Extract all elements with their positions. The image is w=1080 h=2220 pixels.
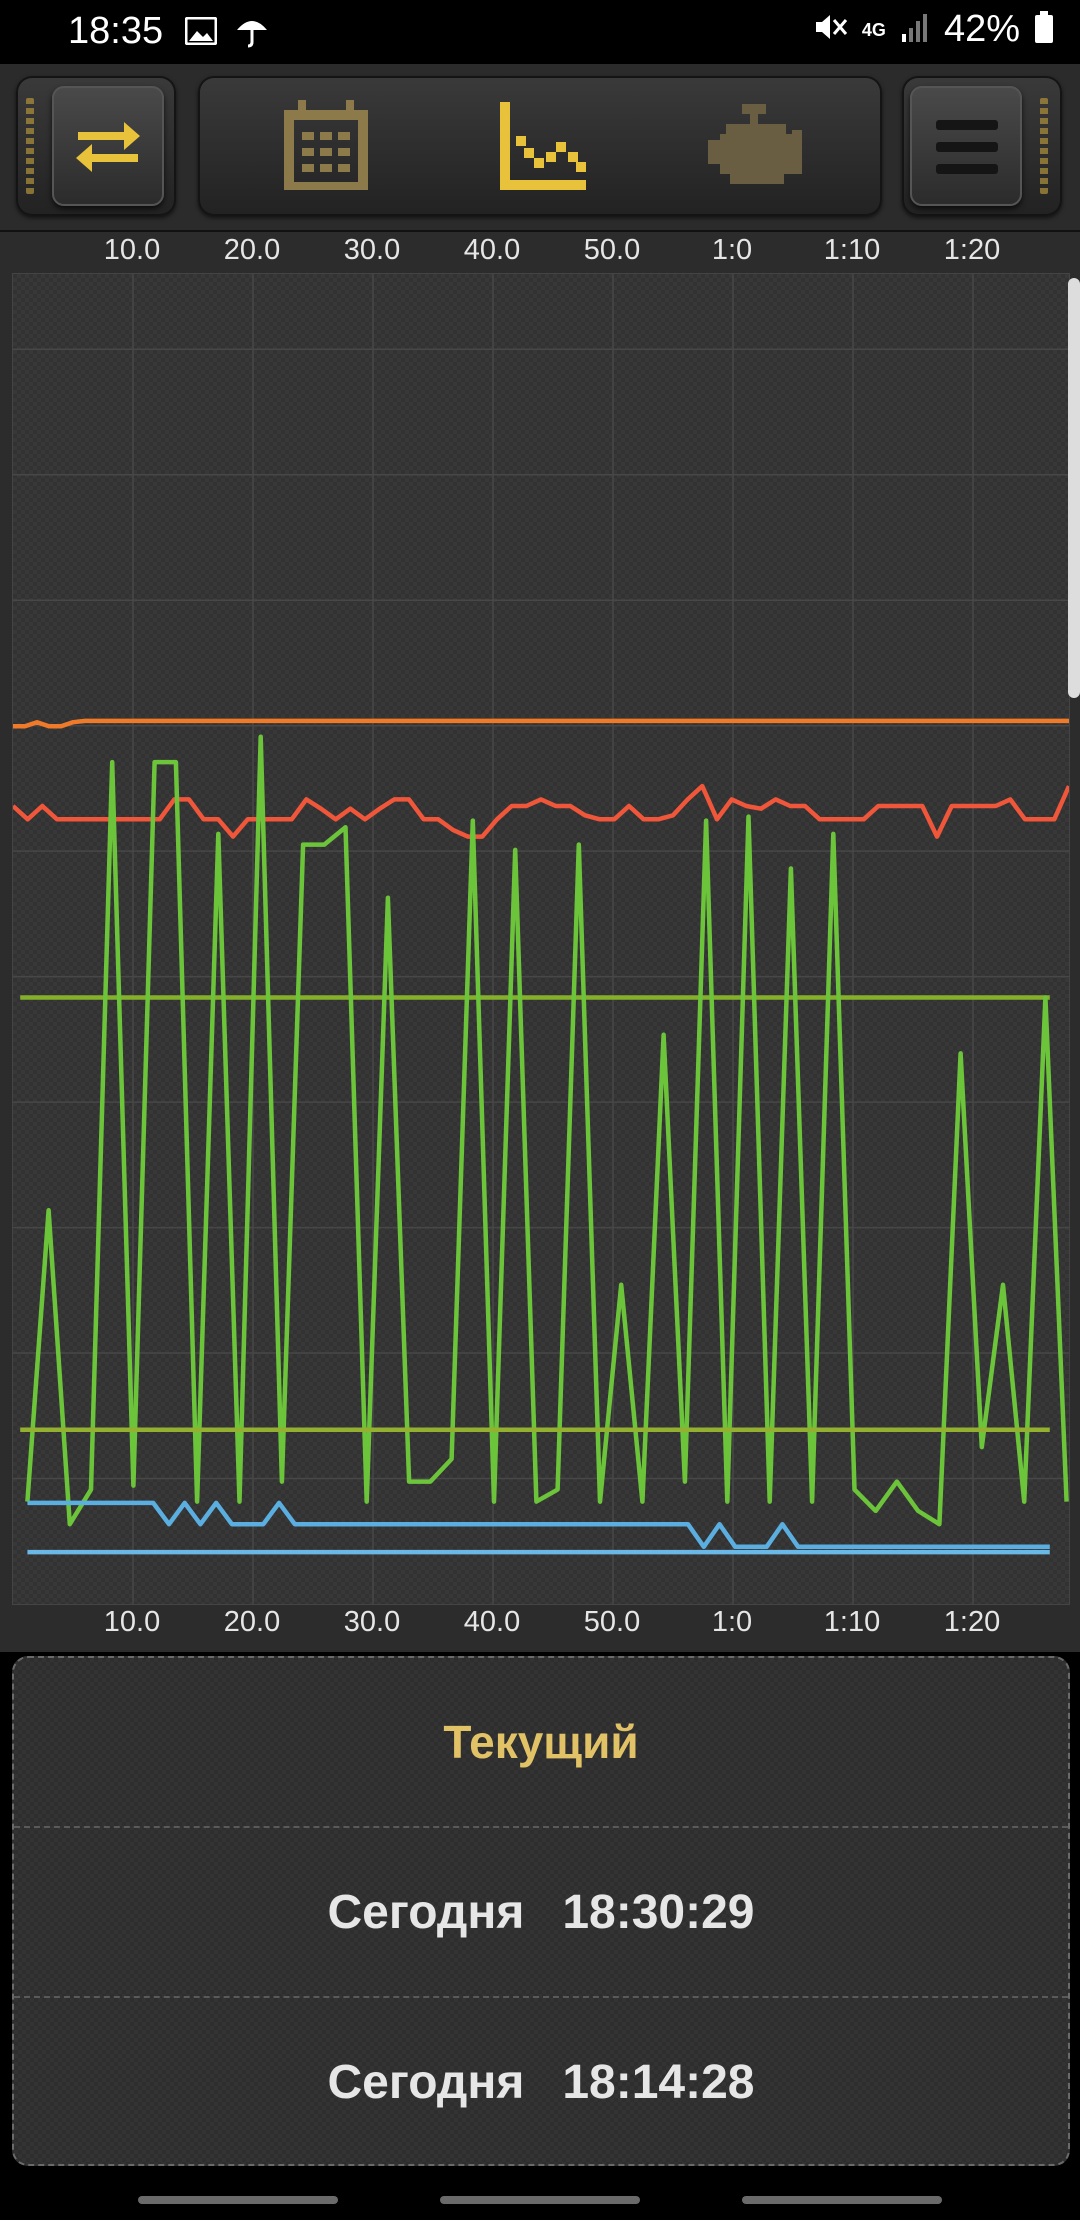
divider (14, 1996, 1068, 1998)
x-tick-label: 20.0 (223, 1606, 281, 1638)
x-tick-label: 40.0 (463, 1606, 521, 1638)
status-right: 4G 42% (812, 8, 1054, 51)
toolbar (0, 64, 1080, 232)
swap-button-container (16, 76, 176, 216)
menu-button[interactable] (910, 86, 1022, 206)
scrollbar[interactable] (1068, 278, 1080, 698)
list-title: Текущий (443, 1716, 639, 1768)
x-tick-label: 1:0 (711, 234, 753, 266)
series-line-6 (27, 1500, 1050, 1550)
list-item-time: 18:30:29 (562, 1885, 755, 1939)
x-tick-label: 1:10 (823, 1606, 881, 1638)
tab-bar (198, 76, 882, 216)
divider (14, 1826, 1068, 1828)
swap-arrows-icon (72, 116, 144, 185)
graph-icon[interactable] (494, 96, 590, 192)
x-tick-label: 1:20 (943, 1606, 1001, 1638)
calendar-icon[interactable] (278, 96, 374, 192)
umbrella-icon (234, 14, 270, 48)
x-tick-label: 50.0 (583, 234, 641, 266)
mute-icon (812, 10, 848, 49)
list-item-time: 18:14:28 (562, 2055, 755, 2109)
list-title-row[interactable]: Текущий (14, 1658, 1068, 1826)
x-tick-label: 1:20 (943, 234, 1001, 266)
list-item-text: Сегодня 18:30:29 (327, 1885, 754, 1940)
list-item-text: Сегодня 18:14:28 (327, 2055, 754, 2110)
list-item[interactable]: Сегодня 18:14:28 (14, 1998, 1068, 2166)
x-tick-label: 1:0 (711, 1606, 753, 1638)
x-tick-label: 1:10 (823, 234, 881, 266)
x-tick-label: 30.0 (343, 1606, 401, 1638)
list-item[interactable]: Сегодня 18:30:29 (14, 1828, 1068, 1996)
series-line-2 (11, 783, 1072, 839)
nav-home-button[interactable] (440, 2196, 640, 2204)
decor-dots (26, 98, 34, 194)
network-type: 4G (861, 19, 886, 40)
list-item-day: Сегодня (327, 1885, 525, 1939)
engine-icon[interactable] (706, 96, 802, 192)
x-tick-label: 50.0 (583, 1606, 641, 1638)
menu-icon (936, 118, 998, 181)
gallery-icon (184, 14, 218, 48)
swap-button[interactable] (52, 86, 164, 206)
signal-icon (900, 10, 930, 49)
x-tick-label: 40.0 (463, 234, 521, 266)
chart-svg (11, 274, 1072, 1604)
menu-button-container (902, 76, 1062, 216)
battery-icon (1034, 10, 1054, 49)
decor-dots (1040, 98, 1048, 194)
navigation-bar (0, 2170, 1080, 2220)
x-tick-label: 10.0 (103, 234, 161, 266)
x-tick-label: 10.0 (103, 1606, 161, 1638)
list-item-day: Сегодня (327, 2055, 525, 2109)
series-line-1 (13, 718, 1069, 729)
history-list: Текущий Сегодня 18:30:29 Сегодня 18:14:2… (12, 1656, 1070, 2166)
x-tick-label: 20.0 (223, 234, 281, 266)
nav-back-button[interactable] (742, 2196, 942, 2204)
status-time: 18:35 (68, 10, 164, 52)
battery-percent: 42% (943, 8, 1020, 50)
series-line-4 (25, 734, 1069, 1527)
chart-plot[interactable] (11, 273, 1072, 1605)
status-bar: 18:35 4G 42% (0, 0, 1080, 64)
nav-recents-button[interactable] (138, 2196, 338, 2204)
x-tick-label: 30.0 (343, 234, 401, 266)
